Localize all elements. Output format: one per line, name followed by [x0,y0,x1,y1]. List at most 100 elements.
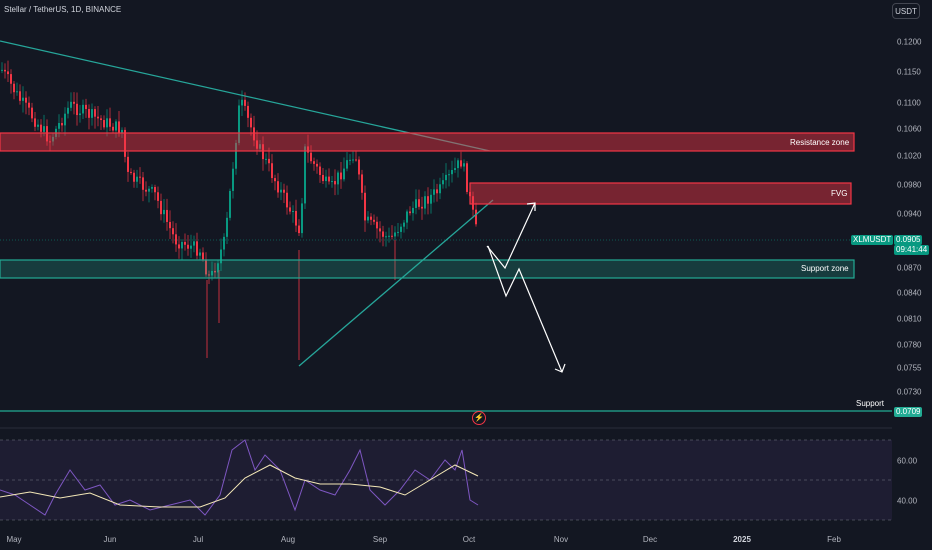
candle-body [430,194,432,204]
candle-body [148,188,150,192]
candle-body [385,236,387,238]
candle-body [253,127,255,141]
candle-body [346,160,348,169]
candle-body [163,209,165,215]
candle-body [181,241,183,249]
current-price-badge: 0.0905 [894,235,923,245]
candlestick-series [1,60,477,360]
candle-body [343,168,345,180]
time-tick: Nov [553,535,569,544]
candle-body [208,274,210,276]
candle-body [193,241,195,246]
candle-body [325,176,327,182]
candle-body [403,222,405,227]
candle-body [214,270,216,273]
candle-body [319,166,321,175]
candle-body [280,189,282,193]
candle-body [472,196,474,210]
candle-body [268,158,270,164]
candle-body [22,97,24,101]
candle-body [421,206,423,209]
candle-body [73,101,75,104]
candle-body [394,232,396,237]
price-tick: 0.1020 [897,151,922,161]
chart-symbol-title[interactable]: Stellar / TetherUS, 1D, BINANCE [4,5,122,14]
candle-body [466,163,468,192]
candle-body [379,228,381,232]
candle-body [175,234,177,245]
candle-body [247,105,249,118]
candle-body [409,211,411,214]
candle-body [85,104,87,110]
candle-body [103,120,105,128]
candle-body [334,181,336,185]
time-tick: May [6,535,22,544]
price-tick: 0.1060 [897,124,922,134]
candle-body [16,91,18,93]
bullish-projection-arrow [486,202,536,270]
candle-body [154,187,156,193]
candle-body [25,97,27,103]
candle-body [97,116,99,119]
rsi-tick: 60.00 [897,456,918,466]
candle-body [19,91,21,101]
candle-body [31,107,33,119]
candle-body [244,99,246,106]
candle-body [142,177,144,190]
price-tick: 0.1100 [897,98,921,108]
resistance-zone-label: Resistance zone [790,138,850,147]
candle-body [367,216,369,221]
candle-body [187,244,189,249]
candle-body [376,221,378,229]
candle-body [340,172,342,180]
candle-body [157,192,159,201]
candle-body [118,121,120,134]
candle-body [49,141,51,143]
candle-body [139,176,141,178]
countdown-badge: 09:41:44 [894,245,930,255]
bullish-arrowhead [526,202,536,211]
candle-body [220,249,222,264]
candle-body [232,168,234,191]
candle-body [373,219,375,222]
candle-body [124,129,126,157]
candle-body [271,163,273,179]
candle-body [331,181,333,183]
candle-body [43,126,45,132]
candle-body [34,118,36,127]
time-tick: Jul [192,535,204,544]
candle-body [169,221,171,229]
candle-body [463,163,465,167]
candle-body [166,209,168,222]
currency-button[interactable]: USDT [892,3,920,19]
candle-body [88,109,90,118]
candle-body [418,199,420,207]
candle-body [259,144,261,149]
candle-body [274,178,276,182]
candle-body [460,160,462,167]
price-tick: 0.1150 [897,67,921,77]
fvg-box [469,182,852,205]
time-tick: Aug [280,535,296,544]
alert-clock-icon[interactable]: ⚡ [472,411,486,425]
bearish-arrowhead [554,363,566,373]
candle-body [454,168,456,170]
time-tick: Jun [103,535,117,544]
candle-body [370,216,372,220]
candle-body [199,252,201,256]
candle-body [70,101,72,108]
candle-body [442,180,444,185]
candle-body [400,226,402,232]
candle-body [229,190,231,218]
ascending-trendline [298,199,494,367]
price-tick: 0.0810 [897,314,922,324]
candle-body [130,171,132,173]
candle-body [223,236,225,250]
candle-body [184,241,186,245]
candle-body [196,241,198,256]
candle-body [424,196,426,209]
candle-body [436,189,438,194]
candle-body [355,159,357,161]
candle-body [145,189,147,192]
